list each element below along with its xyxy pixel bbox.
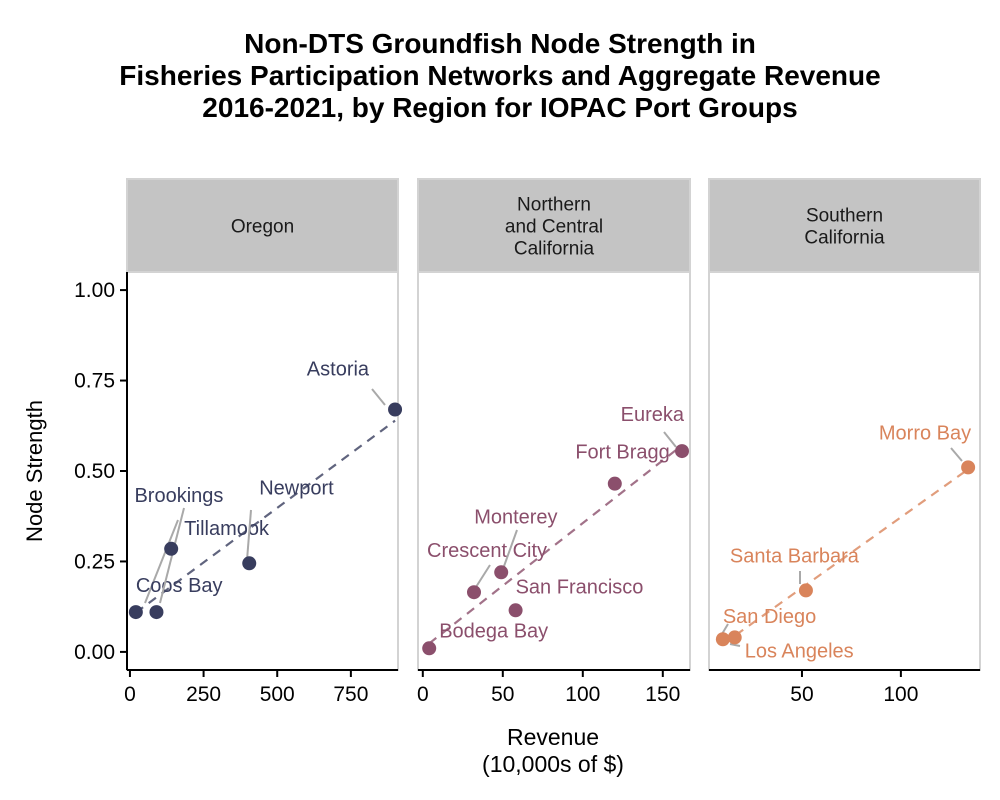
data-point-santa-barbara [798,583,813,598]
data-point-bodega-bay [422,641,437,656]
point-label-brookings: Brookings [134,485,223,507]
point-label-san-diego: San Diego [723,606,816,628]
trendline-northern-and-central-california [428,444,683,645]
x-axis-title: Revenue [507,724,599,750]
data-point-los-angeles [727,630,742,645]
trendline-southern-california [722,468,969,646]
data-point-astoria [388,402,403,417]
facet-label-southern-california: Southern [806,206,883,227]
data-point-brookings [149,605,164,620]
leader-line-coos-bay [144,519,179,604]
point-label-coos-bay: Coos Bay [136,575,223,597]
panel-border-oregon [126,271,399,671]
title-line-3: 2016-2021, by Region for IOPAC Port Grou… [202,92,798,123]
x-axis-title: (10,000s of $) [482,751,624,777]
facet-label-northern-and-central-california: and Central [505,217,603,238]
x-tick-label-northern-and-central-california: 150 [645,683,680,706]
point-label-morro-bay: Morro Bay [879,422,971,444]
facet-label-northern-and-central-california: Northern [517,195,591,216]
leader-line-crescent-city [475,564,491,588]
point-label-san-francisco: San Francisco [516,576,644,598]
x-tick-label-oregon: 500 [260,683,295,706]
data-point-newport [242,556,257,571]
facet-strip-oregon [126,178,399,273]
leader-line-astoria [371,388,386,406]
facet-strip-southern-california [708,178,981,273]
point-label-tillamook: Tillamook [184,518,270,540]
leader-line-newport [246,509,252,561]
x-tick-label-oregon: 750 [333,683,368,706]
y-tick-label: 0.25 [74,550,115,573]
leader-line-morro-bay [950,447,963,462]
data-point-eureka [675,444,689,459]
data-point-coos-bay [128,605,143,620]
point-label-newport: Newport [259,477,334,499]
point-label-los-angeles: Los Angeles [745,640,854,662]
x-tick-label-oregon: 0 [124,683,136,706]
y-tick-label: 1.00 [74,279,115,302]
title-line-1: Non-DTS Groundfish Node Strength in [244,28,756,59]
facet-label-oregon: Oregon [231,217,294,238]
data-point-san-diego [715,632,730,647]
data-point-monterey [494,565,509,580]
point-label-eureka: Eureka [621,404,685,426]
data-point-morro-bay [961,460,976,475]
x-tick-label-northern-and-central-california: 0 [417,683,429,706]
facet-label-southern-california: California [804,228,885,249]
y-tick-label: 0.50 [74,460,115,483]
facet-label-northern-and-central-california: California [514,239,595,260]
x-tick-label-northern-and-central-california: 100 [565,683,600,706]
y-axis-title: Node Strength [22,400,47,542]
leader-line-monterey [502,529,518,570]
y-tick-label: 0.00 [74,641,115,664]
leader-line-eureka [663,431,677,448]
point-label-santa-barbara: Santa Barbara [730,545,860,567]
point-label-fort-bragg: Fort Bragg [575,442,669,464]
chart-title: Non-DTS Groundfish Node Strength in Fish… [0,28,1000,124]
leader-line-los-angeles [729,643,741,647]
x-tick-label-southern-california: 100 [883,683,918,706]
x-tick-label-northern-and-central-california: 50 [491,683,514,706]
x-tick-label-oregon: 250 [186,683,221,706]
point-label-crescent-city: Crescent City [427,540,547,562]
data-point-fort-bragg [607,476,622,491]
trendline-oregon [135,419,396,614]
point-label-monterey: Monterey [474,506,557,528]
data-point-san-francisco [508,603,523,618]
title-line-2: Fisheries Participation Networks and Agg… [119,60,881,91]
point-label-astoria: Astoria [307,358,370,380]
data-point-tillamook [164,541,179,556]
y-tick-label: 0.75 [74,370,115,393]
data-point-crescent-city [467,585,481,600]
x-tick-label-southern-california: 50 [790,683,813,706]
point-label-bodega-bay: Bodega Bay [439,620,548,642]
